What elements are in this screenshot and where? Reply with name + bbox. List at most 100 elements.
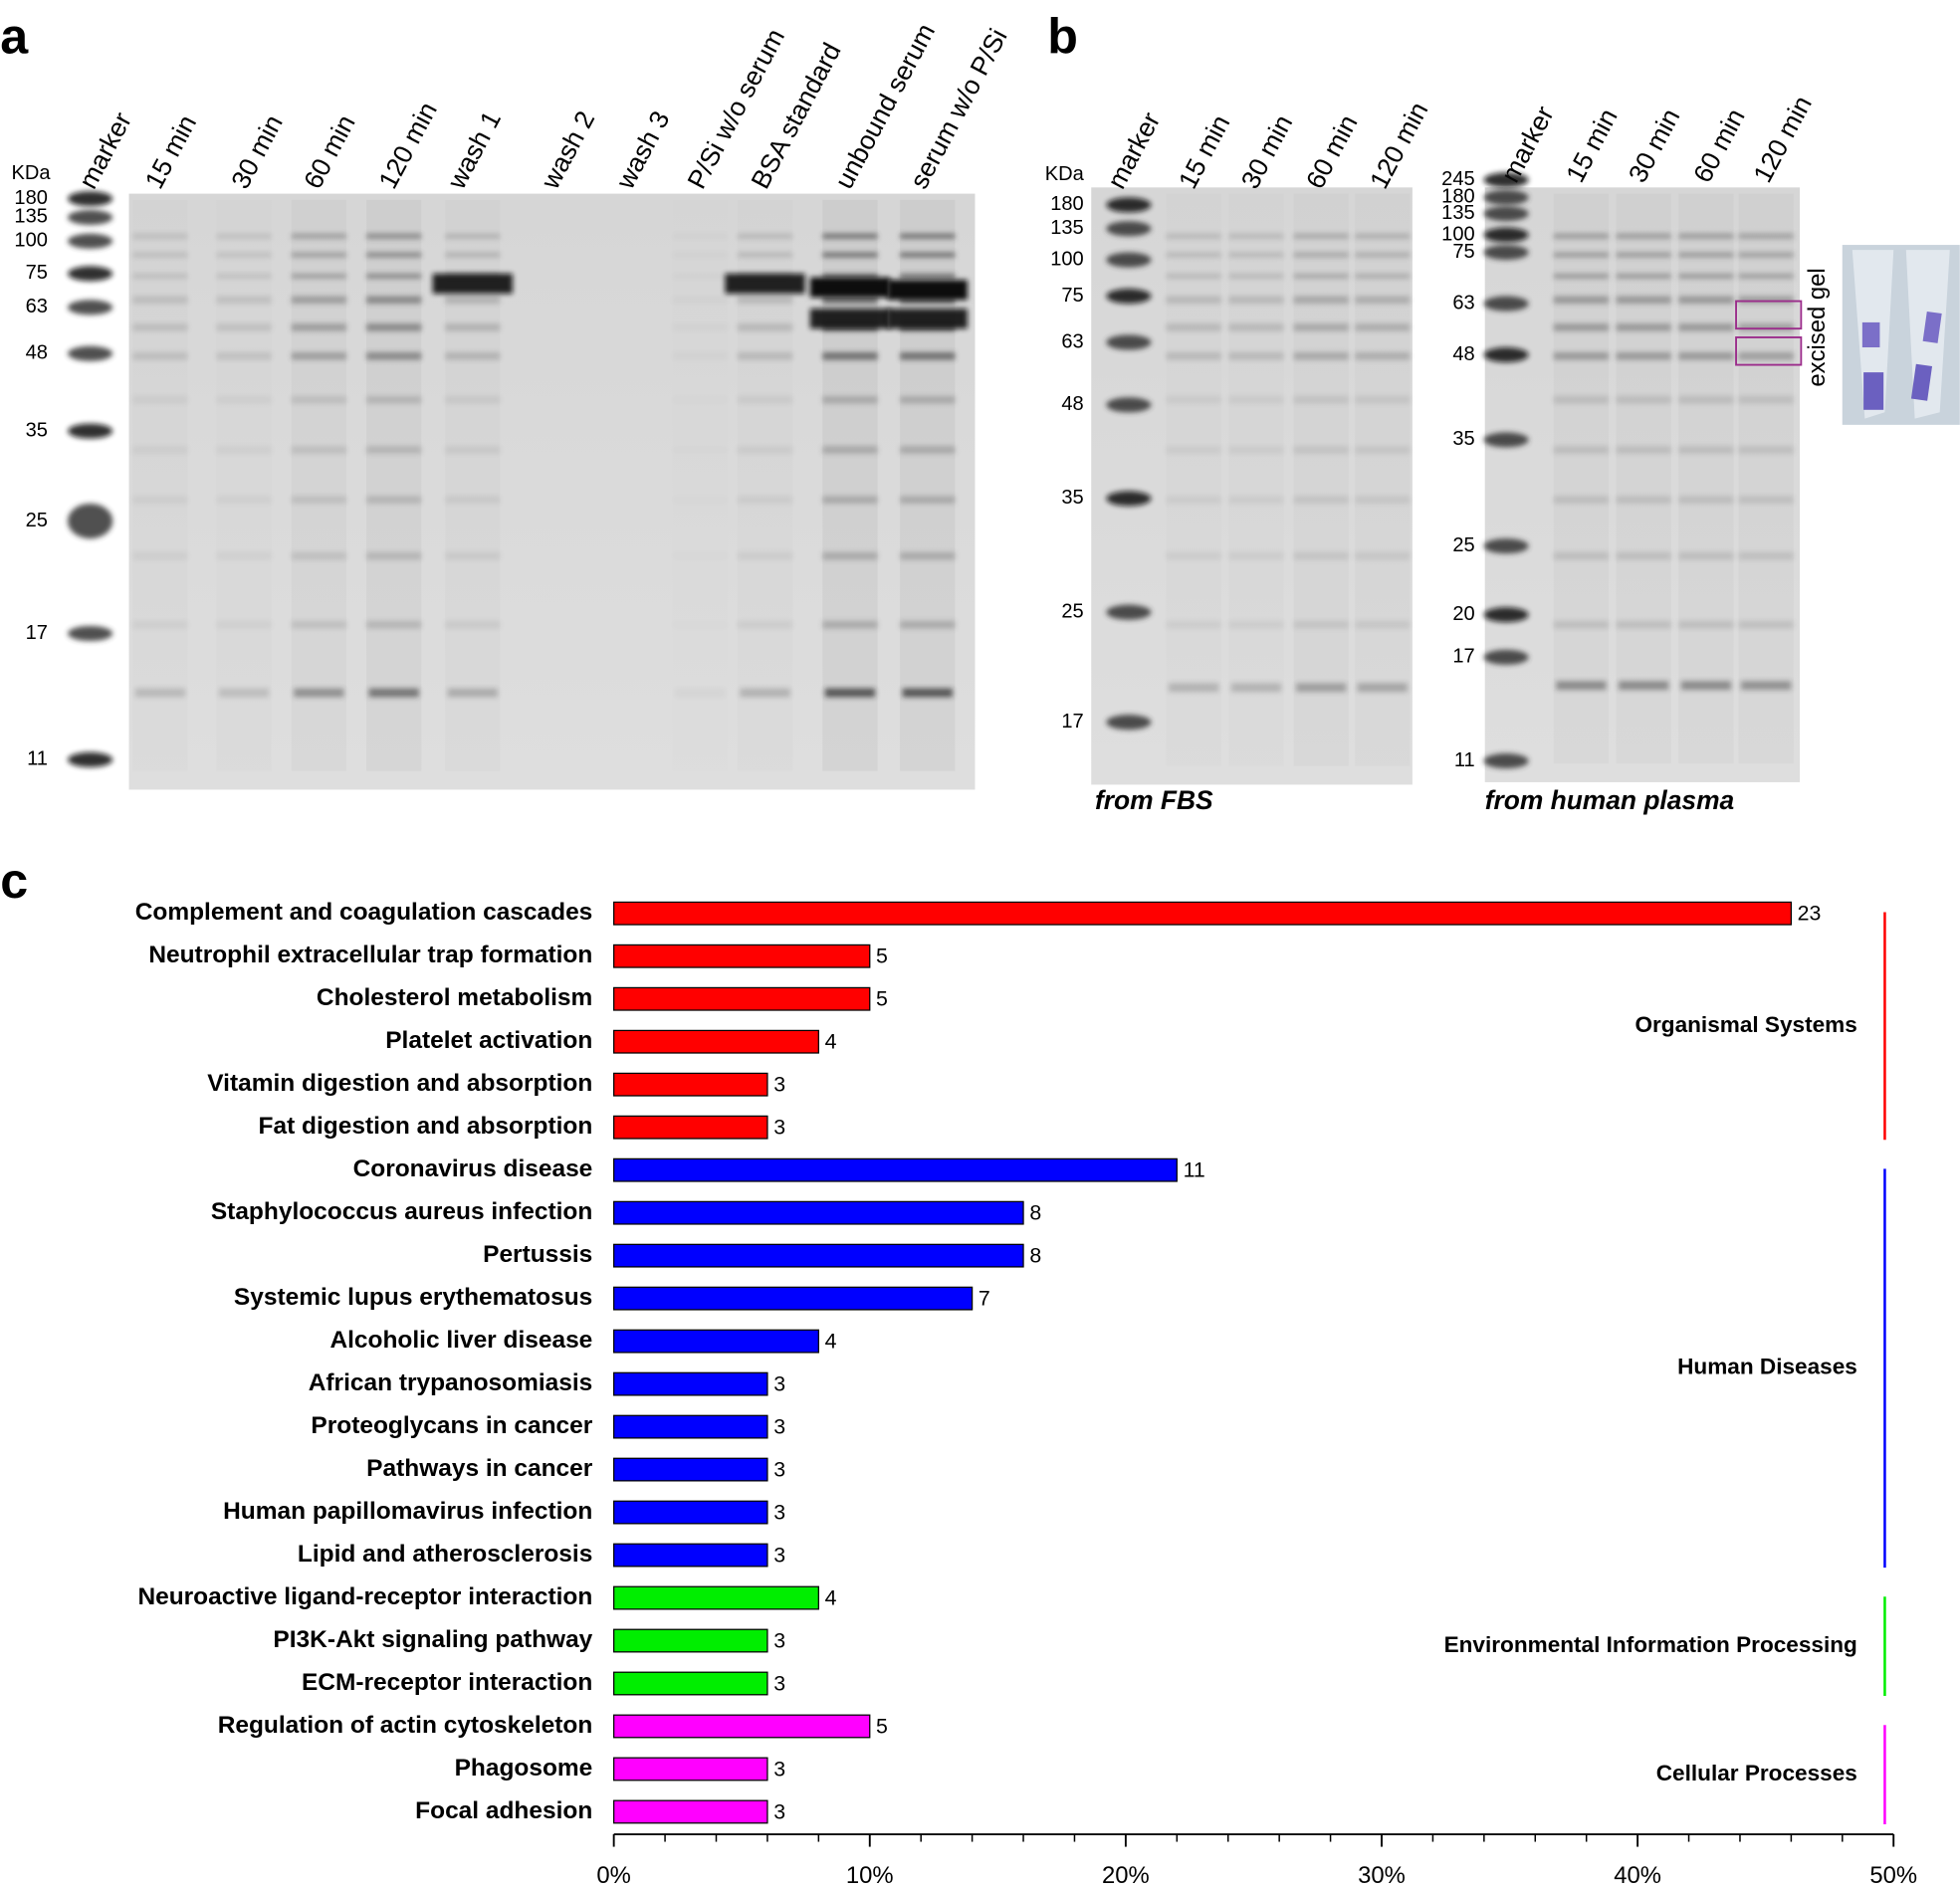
protein-band: [216, 395, 272, 404]
protein-band: [291, 273, 346, 279]
count-label: 8: [1029, 1244, 1041, 1268]
lane-label: 15 min: [1560, 104, 1624, 187]
protein-band: [447, 688, 498, 698]
protein-band: [216, 233, 272, 239]
protein-band: [216, 273, 272, 279]
marker-band: [68, 625, 113, 642]
kda-label: 63: [26, 296, 48, 317]
gel-caption: from FBS: [1095, 785, 1213, 815]
protein-band: [900, 446, 956, 454]
protein-band: [1678, 496, 1734, 504]
kda-label: 35: [1452, 428, 1474, 450]
protein-band: [134, 688, 186, 698]
group-label: Cellular Processes: [1656, 1761, 1857, 1785]
bar: [613, 1115, 768, 1140]
protein-band: [132, 496, 188, 504]
protein-band: [1228, 395, 1284, 404]
protein-band: [737, 323, 793, 331]
bar: [613, 1799, 768, 1824]
protein-band: [1355, 352, 1411, 360]
protein-band: [132, 352, 188, 360]
protein-band: [445, 395, 501, 404]
protein-band: [887, 309, 968, 329]
marker-band: [1106, 604, 1152, 620]
count-label: 3: [773, 1500, 785, 1524]
bar: [613, 1200, 1024, 1225]
protein-band: [1678, 273, 1734, 279]
count-label: 3: [773, 1073, 785, 1097]
protein-band: [822, 233, 878, 239]
protein-band: [1293, 323, 1349, 331]
protein-band: [737, 296, 793, 305]
count-label: 23: [1798, 902, 1822, 926]
protein-band: [1616, 446, 1671, 454]
protein-band: [1678, 352, 1734, 360]
bar: [613, 1286, 974, 1311]
category-label: Pathways in cancer: [366, 1455, 593, 1482]
category-label: Systemic lupus erythematosus: [234, 1284, 592, 1311]
protein-band: [1230, 683, 1282, 693]
protein-band: [1616, 252, 1671, 258]
protein-band: [132, 395, 188, 404]
protein-band: [1616, 323, 1671, 331]
x-tick-label: 40%: [1614, 1862, 1661, 1888]
kda-label: 11: [1454, 749, 1475, 771]
protein-band: [822, 252, 878, 258]
category-label: Lipid and atherosclerosis: [298, 1541, 592, 1568]
protein-band: [900, 233, 956, 239]
kda-label: 11: [27, 748, 48, 770]
category-label: Focal adhesion: [415, 1797, 592, 1824]
panel-label: a: [0, 8, 29, 64]
protein-band: [1293, 273, 1349, 279]
protein-band: [216, 551, 272, 560]
protein-band: [822, 446, 878, 454]
protein-band: [900, 252, 956, 258]
bar: [613, 1757, 768, 1782]
protein-band: [1293, 352, 1349, 360]
group-label: Environmental Information Processing: [1444, 1632, 1857, 1657]
category-label: Vitamin digestion and absorption: [207, 1070, 592, 1097]
x-tick-label: 0%: [596, 1862, 630, 1888]
bar: [613, 901, 1793, 926]
protein-band: [1616, 296, 1671, 305]
protein-band: [1293, 252, 1349, 258]
bar: [613, 1157, 1178, 1182]
protein-band: [1228, 233, 1284, 239]
protein-band: [366, 620, 422, 629]
protein-band: [1553, 395, 1609, 404]
count-label: 3: [773, 1457, 785, 1481]
protein-band: [1355, 496, 1411, 504]
excised-region: [1735, 336, 1803, 366]
kda-label: 25: [1452, 534, 1474, 556]
marker-band: [1106, 334, 1152, 350]
kda-label: 48: [1452, 343, 1474, 365]
protein-band: [1228, 352, 1284, 360]
marker-band: [1106, 252, 1152, 268]
protein-band: [1738, 323, 1794, 331]
count-label: 3: [773, 1116, 785, 1140]
panel-label: c: [0, 853, 28, 909]
protein-band: [900, 273, 956, 279]
protein-band: [1355, 446, 1411, 454]
protein-band: [1738, 496, 1794, 504]
protein-band: [673, 253, 728, 258]
x-tick-label: 50%: [1869, 1862, 1917, 1888]
count-label: 4: [825, 1030, 837, 1054]
category-label: Pertussis: [483, 1241, 592, 1268]
kda-label: 35: [26, 419, 48, 441]
protein-band: [1228, 296, 1284, 305]
protein-band: [1678, 551, 1734, 560]
protein-band: [445, 551, 501, 560]
protein-band: [1228, 496, 1284, 504]
category-label: Cholesterol metabolism: [317, 984, 592, 1011]
bar: [613, 1029, 819, 1054]
protein-band: [132, 446, 188, 454]
protein-band: [291, 496, 346, 504]
kda-label: 20: [1452, 603, 1474, 625]
protein-band: [1678, 233, 1734, 239]
protein-band: [291, 323, 346, 331]
lane-smear: [1355, 193, 1411, 766]
protein-band: [1678, 323, 1734, 331]
protein-band: [1166, 620, 1221, 629]
